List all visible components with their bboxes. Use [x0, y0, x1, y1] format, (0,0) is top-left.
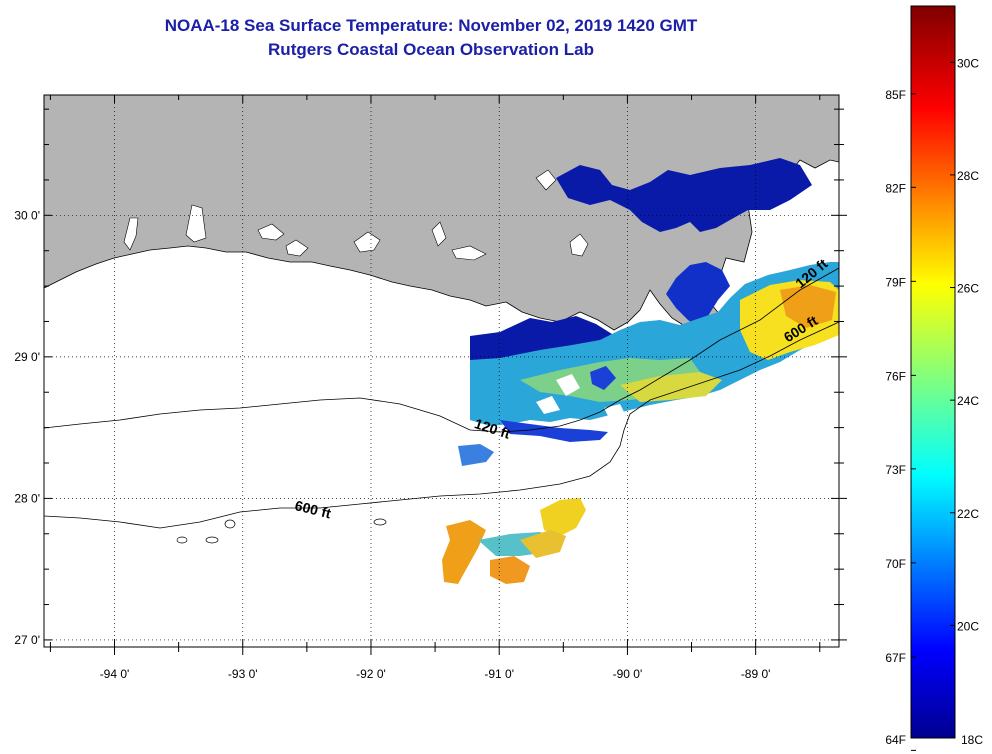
contour-120ft: [44, 267, 839, 433]
cloud-gaps: [536, 374, 626, 420]
lake: [185, 204, 207, 243]
small-patch-west: [458, 444, 494, 466]
x-tick-label: -94 0': [100, 667, 130, 681]
colorbar-label-c: 20C: [957, 619, 979, 633]
cold-fringe-south: [500, 420, 608, 442]
colorbar: [910, 5, 956, 739]
lake: [123, 217, 139, 251]
lake: [353, 231, 381, 253]
map-title: NOAA-18 Sea Surface Temperature: Novembe…: [0, 14, 862, 62]
x-tick-label: -89 0': [741, 667, 771, 681]
y-tick-label: 29 0': [14, 350, 40, 364]
blue-patch-dark: [590, 366, 616, 390]
colorbar-label-f: 64F: [885, 733, 906, 747]
title-line-1: NOAA-18 Sea Surface Temperature: Novembe…: [164, 16, 698, 35]
colorbar-ticks: 18C 20C 22C 24C 26C 28C 30C 64F 67F 70F 73F 76F 79F 8…: [885, 56, 983, 751]
colorbar-label-c: 26C: [957, 282, 979, 296]
y-tick-label: 28 0': [14, 491, 40, 505]
colorbar-label-c: 22C: [957, 507, 979, 521]
x-axis-labels: -94 0' -93 0' -92 0' -91 0' -90 0' -89 0': [100, 667, 771, 681]
colorbar-label-f: 82F: [885, 181, 906, 195]
cold-band-north: [556, 158, 812, 232]
plot-frame: [43, 94, 840, 648]
contour-600ft: [44, 321, 839, 529]
tick-marks: [44, 95, 847, 655]
grid-lines: [44, 95, 839, 647]
colorbar-label-f: 70F: [885, 557, 906, 571]
x-tick-label: -93 0': [228, 667, 258, 681]
offshore-warm-1: [442, 520, 486, 584]
colorbar-label-f: 79F: [885, 275, 906, 289]
colorbar-label-f: 73F: [885, 463, 906, 477]
colorbar-label-c: 30C: [957, 56, 979, 70]
colorbar-label-c: 18C: [961, 733, 983, 747]
colorbar-label-f: 76F: [885, 369, 906, 383]
lake: [535, 169, 557, 191]
yellow-streak: [620, 372, 722, 402]
offshore-yellow-2: [520, 530, 566, 558]
y-tick-label: 27 0': [14, 633, 40, 647]
offshore-yellow-1: [540, 498, 586, 536]
y-tick-label: 30 0': [14, 208, 40, 222]
colorbar-label-f: 85F: [885, 88, 906, 102]
lake: [257, 223, 285, 241]
lake: [451, 245, 487, 261]
warm-spot-east: [780, 285, 836, 328]
colorbar-label-f: 67F: [885, 651, 906, 665]
lake: [569, 233, 589, 257]
lake: [431, 221, 447, 247]
title-line-2: Rutgers Coastal Ocean Observation Lab: [268, 40, 594, 59]
x-tick-label: -92 0': [356, 667, 386, 681]
x-tick-label: -91 0': [484, 667, 514, 681]
contour-blobs: [176, 518, 387, 544]
x-tick-label: -90 0': [613, 667, 643, 681]
cold-band-delta: [666, 262, 730, 328]
colorbar-label-c: 24C: [957, 394, 979, 408]
lake: [285, 239, 309, 257]
colorbar-label-c: 28C: [957, 169, 979, 183]
offshore-warm-2: [490, 556, 530, 584]
y-axis-labels: 30 0' 29 0' 28 0' 27 0': [14, 208, 40, 647]
